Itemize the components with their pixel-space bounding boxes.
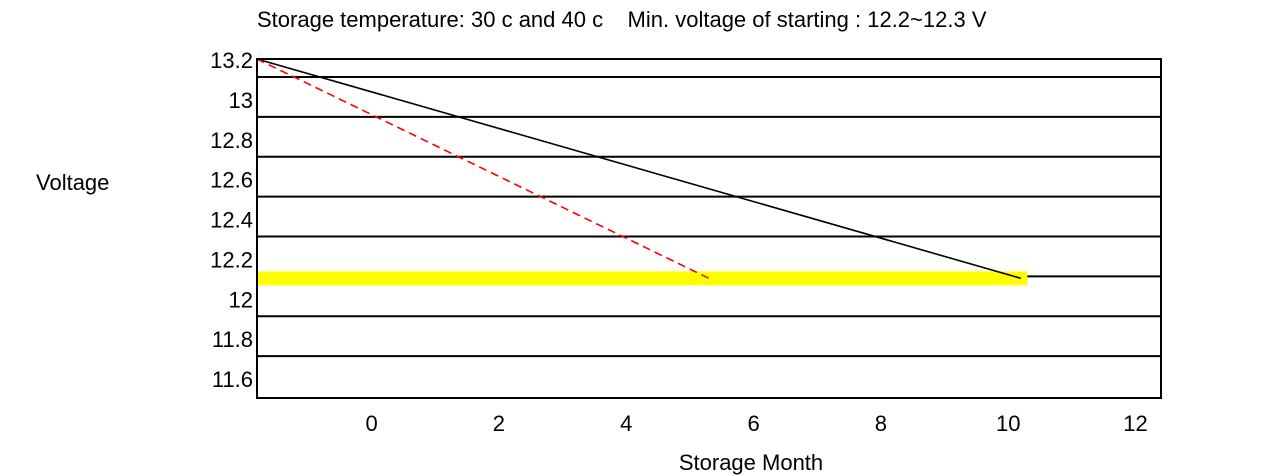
x-tick-label: 0 — [365, 411, 377, 436]
series-line-1 — [256, 58, 1022, 280]
y-tick-label: 12.6 — [210, 168, 253, 193]
y-tick-label: 13 — [229, 88, 253, 113]
x-tick-label: 10 — [996, 411, 1020, 436]
series-layer — [256, 58, 1022, 280]
y-tick-label: 12.4 — [210, 208, 253, 233]
chart-title: Storage temperature: 30 c and 40 c Min. … — [257, 7, 987, 32]
x-axis-label: Storage Month — [679, 450, 823, 475]
x-tick-label: 4 — [620, 411, 632, 436]
y-tick-labels: 13.2 13 12.8 12.6 12.4 12.2 12 11.8 11.6 — [210, 48, 253, 392]
series-line-2 — [256, 58, 710, 280]
y-tick-label: 12 — [229, 287, 253, 312]
y-axis-label: Voltage — [36, 170, 109, 195]
x-tick-label: 6 — [747, 411, 759, 436]
x-tick-labels: 0 2 4 6 8 10 12 — [365, 411, 1147, 436]
y-tick-label: 12.8 — [210, 128, 253, 153]
x-tick-label: 12 — [1123, 411, 1147, 436]
x-tick-label: 8 — [875, 411, 887, 436]
y-tick-label: 11.6 — [212, 367, 253, 392]
y-tick-label: 11.8 — [212, 327, 253, 352]
y-tick-label: 13.2 — [210, 48, 253, 73]
plot-frame — [256, 58, 1162, 399]
x-tick-label: 2 — [493, 411, 505, 436]
y-tick-label: 12.2 — [210, 247, 253, 272]
gridlines — [257, 76, 1161, 358]
